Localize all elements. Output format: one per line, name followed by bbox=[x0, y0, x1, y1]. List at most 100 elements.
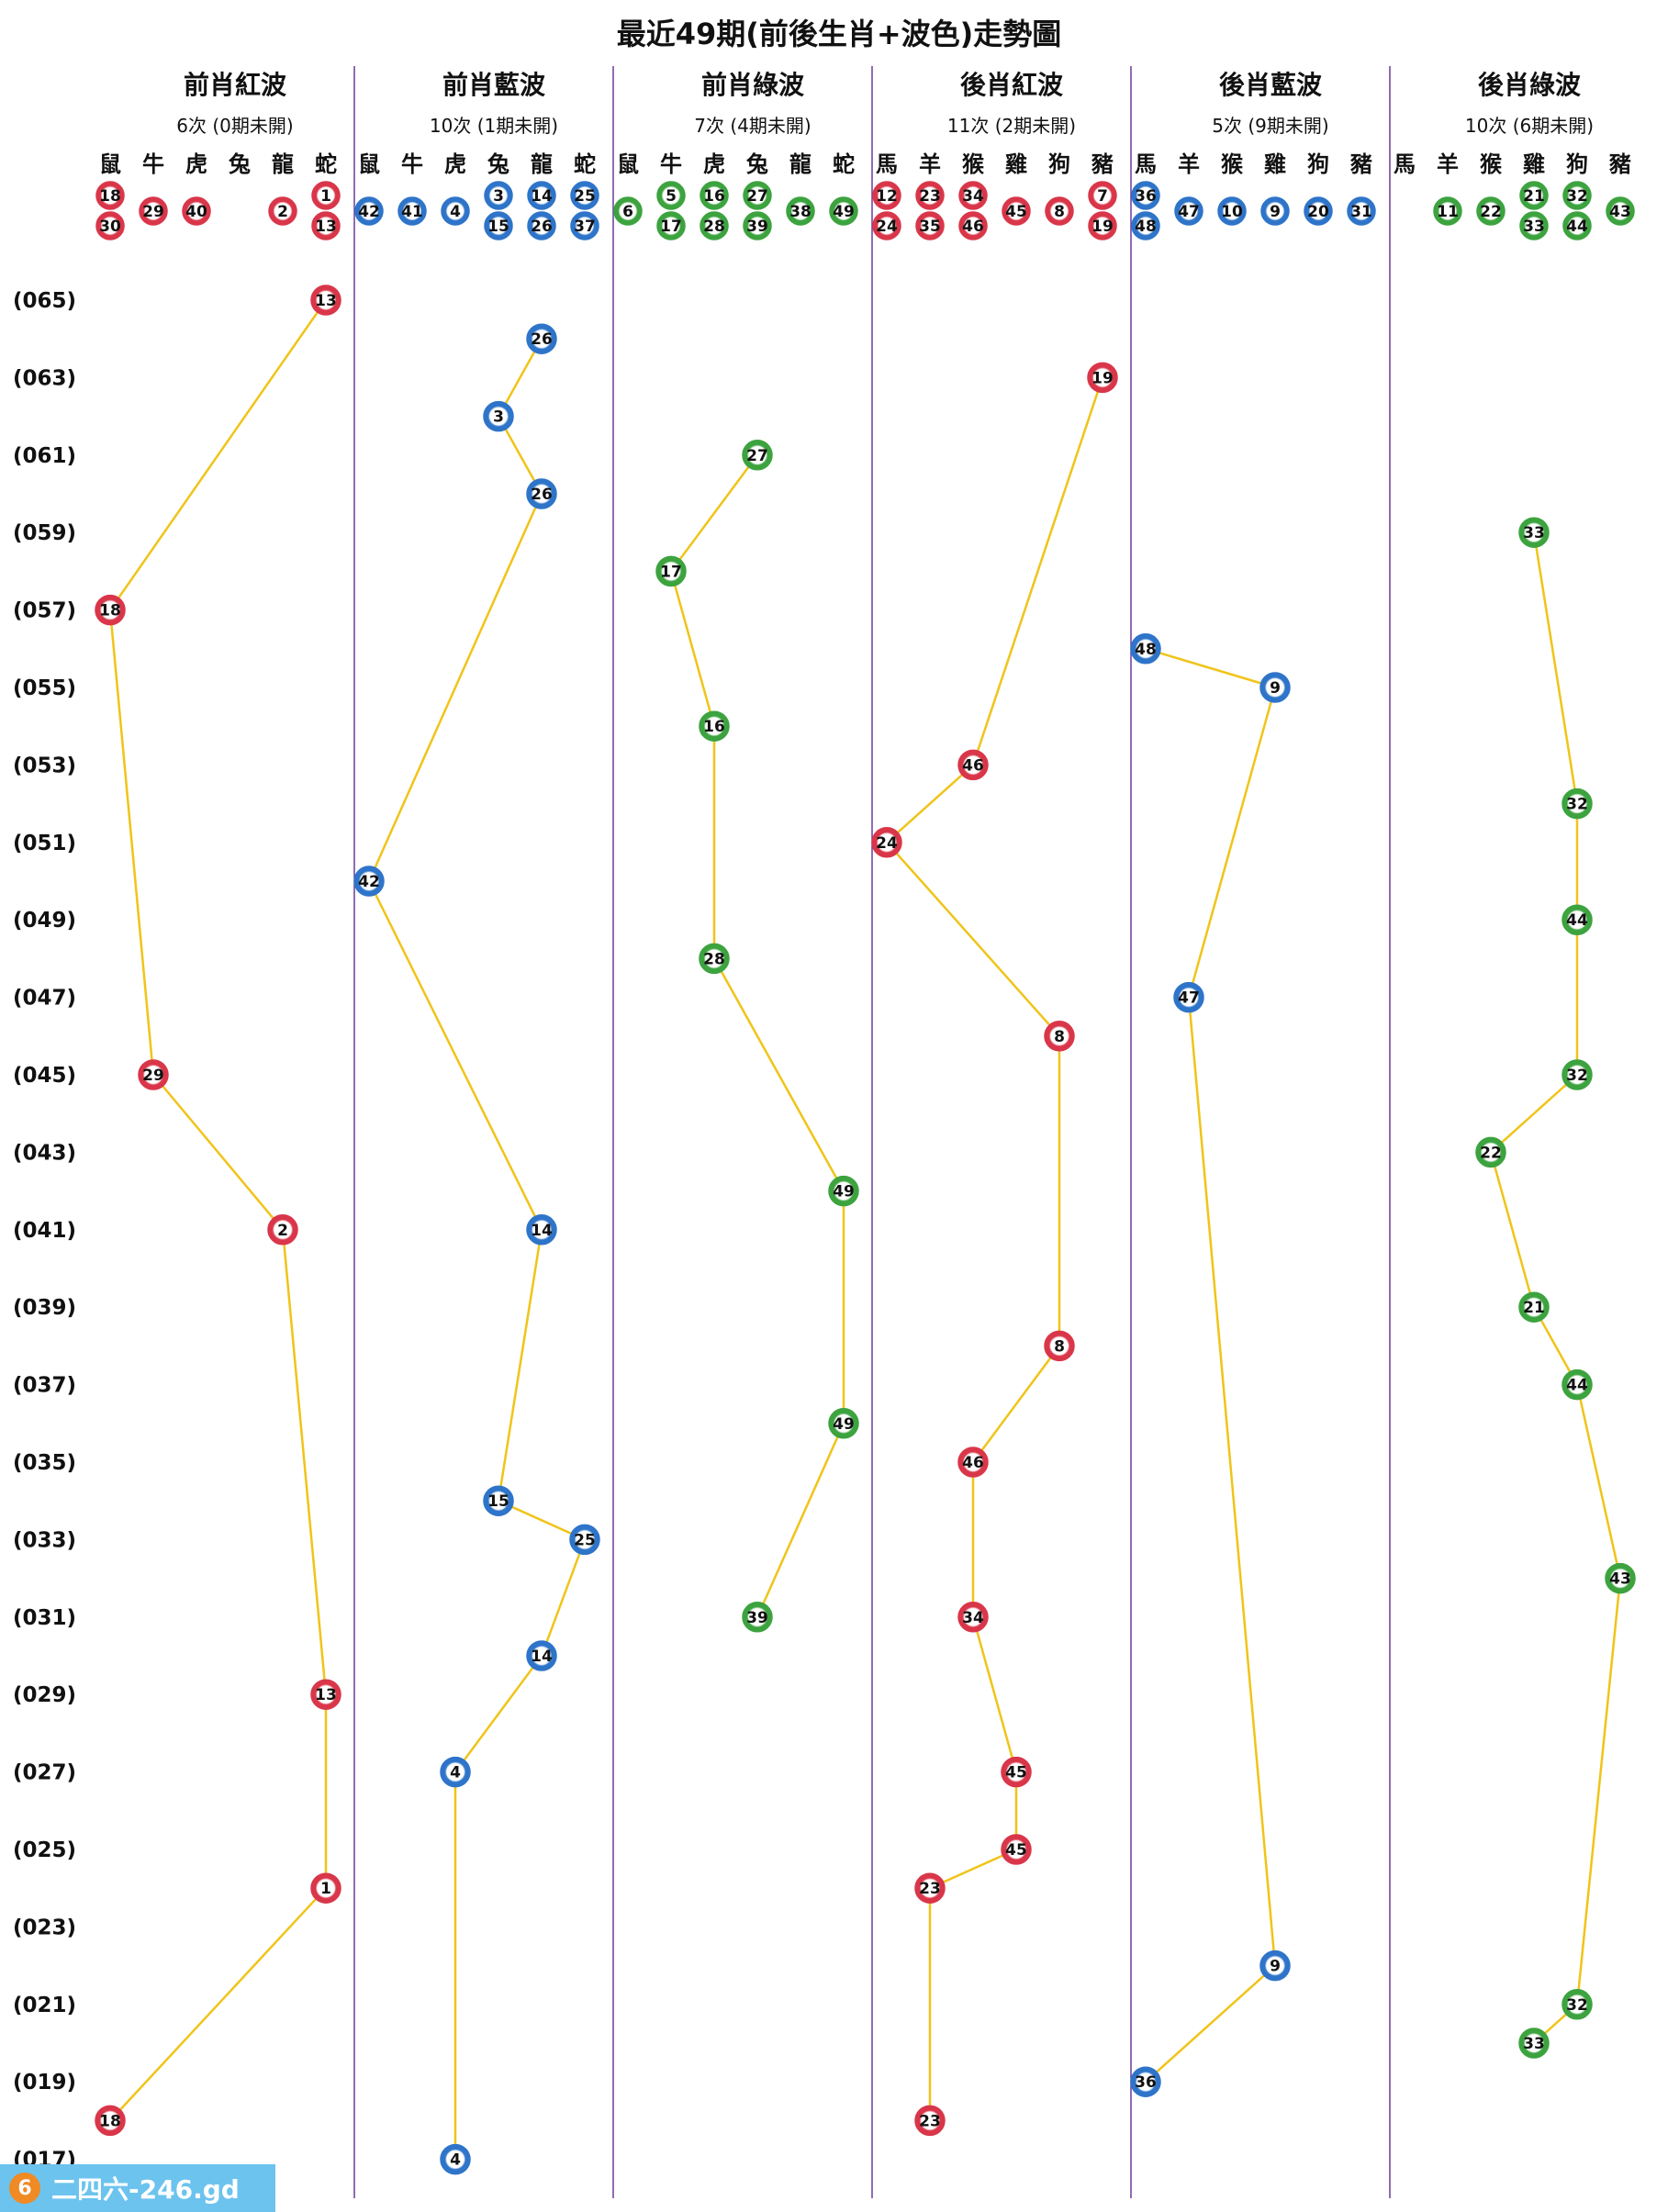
trend-segment bbox=[886, 764, 974, 843]
trend-segment bbox=[367, 493, 543, 882]
zodiac-label: 鼠 bbox=[617, 151, 639, 177]
ball-circle bbox=[699, 710, 730, 742]
ball-circle bbox=[1259, 672, 1291, 703]
ball-circle bbox=[1131, 211, 1160, 240]
ball-number: 46 bbox=[962, 218, 984, 236]
ball-number: 3 bbox=[493, 187, 504, 206]
ball-number: 32 bbox=[1566, 796, 1588, 814]
ball-number: 46 bbox=[962, 756, 984, 775]
group-headers: 前肖紅波6次 (0期未開)鼠牛虎兔龍蛇183029 40 2113前肖藍波10次 (… bbox=[95, 70, 1635, 240]
zodiac-label: 鼠 bbox=[358, 151, 380, 177]
ball-circle bbox=[526, 478, 557, 509]
trend-segment bbox=[1187, 687, 1277, 998]
header-ball: 31 bbox=[1347, 196, 1376, 226]
period-label: (019) bbox=[13, 2071, 76, 2095]
header-ball: 25 bbox=[570, 181, 599, 210]
ball-number: 18 bbox=[99, 602, 121, 620]
trend-segment bbox=[929, 1848, 1017, 1890]
zodiac-label: 雞 bbox=[1004, 151, 1027, 177]
trend-ball: 47 bbox=[1173, 981, 1204, 1013]
ball-number: 37 bbox=[574, 218, 596, 236]
period-label: (041) bbox=[13, 1219, 76, 1243]
ball-circle bbox=[915, 181, 945, 210]
zodiac-label: 蛇 bbox=[574, 151, 596, 177]
ball-circle bbox=[1131, 181, 1160, 210]
ball-circle bbox=[786, 196, 815, 226]
ball-circle bbox=[958, 211, 988, 240]
ball-circle bbox=[1045, 196, 1074, 226]
watermark: 6 二四六-246.gd bbox=[0, 2164, 275, 2212]
trend-segment bbox=[712, 957, 845, 1192]
header-ball: 45 bbox=[1002, 196, 1031, 226]
trend-lines bbox=[108, 299, 1622, 2160]
ball-circle bbox=[138, 1059, 169, 1090]
period-label: (051) bbox=[13, 832, 76, 855]
zodiac-label: 虎 bbox=[703, 151, 725, 177]
ball-circle bbox=[1001, 1756, 1032, 1788]
ball-number: 8 bbox=[1054, 1028, 1065, 1046]
ball-number: 2 bbox=[277, 203, 288, 221]
header-ball: 33 bbox=[1519, 211, 1549, 240]
trend-ball: 42 bbox=[353, 866, 385, 897]
ball-number: 11 bbox=[1437, 203, 1459, 221]
period-label: (043) bbox=[13, 1141, 76, 1165]
ball-circle bbox=[311, 181, 341, 210]
ball-number: 5 bbox=[666, 187, 677, 206]
trend-ball: 4 bbox=[440, 1756, 471, 1788]
trend-ball: 49 bbox=[828, 1175, 859, 1207]
ball-number: 18 bbox=[99, 187, 121, 206]
trend-ball: 19 bbox=[1087, 362, 1118, 394]
ball-number: 17 bbox=[660, 563, 682, 581]
group-summary: 11次 (2期未開) bbox=[947, 115, 1076, 137]
ball-circle bbox=[914, 2105, 946, 2137]
ball-number: 20 bbox=[1307, 203, 1329, 221]
zodiac-label: 兔 bbox=[746, 151, 768, 177]
trend-ball: 18 bbox=[95, 594, 126, 626]
ball-circle bbox=[743, 181, 772, 210]
zodiac-label: 牛 bbox=[660, 151, 682, 177]
ball-number: 44 bbox=[1566, 1377, 1588, 1395]
ball-number: 27 bbox=[746, 447, 768, 465]
ball-number: 39 bbox=[746, 218, 768, 236]
period-label: (031) bbox=[13, 1606, 76, 1630]
header-ball: 7 bbox=[1088, 181, 1117, 210]
header-ball: 30 bbox=[95, 211, 125, 240]
zodiac-label: 蛇 bbox=[833, 151, 855, 177]
trend-segment bbox=[108, 609, 155, 1076]
group-name: 後肖紅波 bbox=[960, 70, 1064, 100]
ball-number: 33 bbox=[1523, 218, 1545, 236]
ball-circle bbox=[914, 1872, 946, 1904]
header-ball: 39 bbox=[743, 211, 772, 240]
ball-circle bbox=[872, 211, 901, 240]
ball-circle bbox=[1002, 196, 1031, 226]
ball-circle bbox=[1260, 196, 1290, 226]
ball-number: 1 bbox=[320, 187, 331, 206]
ball-number: 42 bbox=[358, 203, 380, 221]
header-ball: 44 bbox=[1562, 211, 1592, 240]
ball-number: 40 bbox=[185, 203, 207, 221]
ball-number: 23 bbox=[919, 1880, 941, 1898]
ball-number: 44 bbox=[1566, 911, 1588, 930]
zodiac-label: 羊 bbox=[919, 151, 941, 177]
trend-segment bbox=[497, 1229, 543, 1502]
ball-circle bbox=[1562, 211, 1592, 240]
trend-ball: 13 bbox=[310, 1679, 341, 1710]
period-label: (057) bbox=[13, 599, 76, 623]
trend-ball: 3 bbox=[483, 400, 514, 432]
header-ball: 24 bbox=[872, 211, 901, 240]
ball-number: 19 bbox=[1091, 369, 1114, 387]
trend-ball: 8 bbox=[1044, 1021, 1075, 1052]
header-ball: 29 bbox=[139, 196, 168, 226]
trend-segment bbox=[1575, 1384, 1622, 1579]
header-ball: 48 bbox=[1131, 211, 1160, 240]
ball-circle bbox=[1304, 196, 1333, 226]
ball-circle bbox=[699, 943, 730, 975]
period-label: (045) bbox=[13, 1064, 76, 1088]
trend-segment bbox=[669, 454, 759, 573]
ball-circle bbox=[957, 1447, 989, 1478]
group-name: 後肖藍波 bbox=[1219, 70, 1323, 100]
ball-circle bbox=[1174, 196, 1203, 226]
ball-circle bbox=[742, 440, 773, 471]
trend-segment bbox=[1489, 1152, 1536, 1308]
trend-ball: 33 bbox=[1518, 2028, 1550, 2059]
